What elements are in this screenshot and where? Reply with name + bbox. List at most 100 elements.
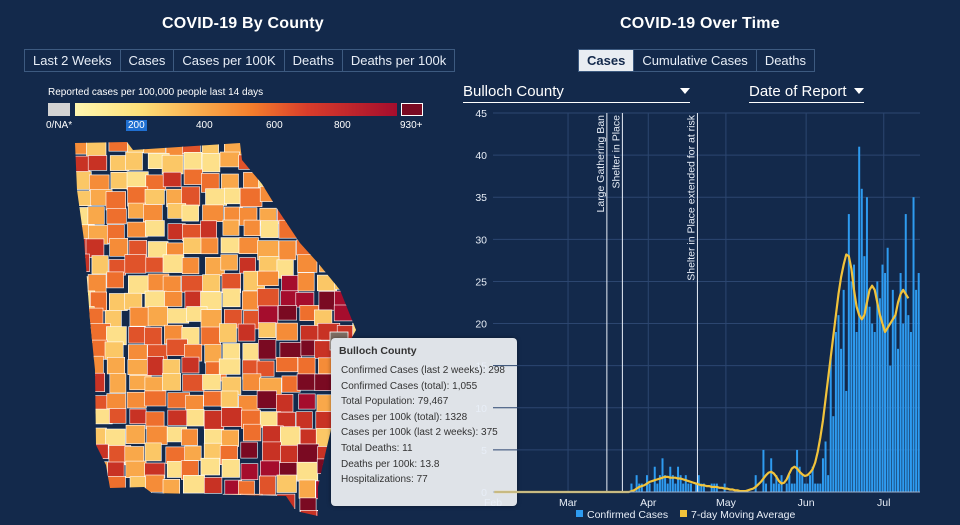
county-cell[interactable] [200, 237, 219, 255]
case-bar[interactable] [902, 323, 905, 492]
county-cell[interactable] [202, 274, 221, 292]
case-bar[interactable] [894, 315, 897, 492]
county-cell[interactable] [162, 372, 181, 391]
case-bar[interactable] [899, 273, 902, 492]
case-bar[interactable] [850, 281, 853, 492]
county-cell[interactable] [256, 360, 275, 377]
county-cell[interactable] [181, 204, 199, 222]
case-bar[interactable] [700, 483, 703, 492]
case-bar[interactable] [814, 483, 817, 492]
tab-deaths[interactable]: Deaths [283, 49, 343, 72]
county-cell[interactable] [258, 475, 276, 496]
case-bar[interactable] [853, 264, 856, 492]
tab-last-2-weeks[interactable]: Last 2 Weeks [24, 49, 121, 72]
county-cell[interactable] [298, 393, 316, 410]
case-bar[interactable] [819, 483, 822, 492]
case-bar[interactable] [816, 483, 819, 492]
county-cell[interactable] [145, 220, 165, 237]
case-bar[interactable] [765, 483, 768, 492]
county-cell[interactable] [87, 206, 105, 225]
case-bar[interactable] [798, 466, 801, 492]
county-select[interactable]: Bulloch County [463, 80, 690, 103]
county-cell[interactable] [162, 171, 182, 188]
case-bar[interactable] [847, 214, 850, 492]
case-bar[interactable] [640, 483, 643, 492]
case-bar[interactable] [881, 264, 884, 492]
county-cell[interactable] [218, 358, 241, 375]
county-cell[interactable] [299, 509, 319, 525]
case-bar[interactable] [863, 256, 866, 492]
tab-over-time-deaths[interactable]: Deaths [755, 49, 816, 72]
case-bar[interactable] [803, 483, 806, 492]
case-bar[interactable] [770, 458, 773, 492]
county-cell[interactable] [219, 323, 237, 343]
case-bar[interactable] [785, 483, 788, 492]
case-bar[interactable] [809, 475, 812, 492]
case-bar[interactable] [630, 483, 633, 492]
county-cell[interactable] [295, 411, 313, 429]
county-cell[interactable] [352, 322, 369, 343]
case-bar[interactable] [801, 475, 804, 492]
case-bar[interactable] [664, 475, 667, 492]
county-cell[interactable] [202, 374, 221, 391]
case-bar[interactable] [775, 475, 778, 492]
case-bar[interactable] [824, 441, 827, 492]
case-bar[interactable] [837, 315, 840, 492]
case-bar[interactable] [656, 483, 659, 492]
case-bar[interactable] [669, 466, 672, 492]
county-cell[interactable] [200, 457, 220, 476]
case-bar[interactable] [912, 197, 915, 492]
county-cell[interactable] [181, 257, 200, 275]
case-bar[interactable] [790, 483, 793, 492]
county-cell[interactable] [257, 270, 279, 287]
county-cell[interactable] [240, 463, 259, 481]
case-bar[interactable] [806, 483, 809, 492]
county-cell[interactable] [125, 151, 143, 171]
case-bar[interactable] [878, 298, 881, 492]
case-bar[interactable] [689, 483, 692, 492]
county-cell[interactable] [222, 288, 241, 308]
case-bar[interactable] [811, 466, 814, 492]
county-cell[interactable] [258, 322, 276, 339]
case-bar[interactable] [793, 483, 796, 492]
county-cell[interactable] [109, 238, 128, 257]
case-bar[interactable] [915, 289, 918, 492]
case-bar[interactable] [834, 331, 837, 492]
county-cell[interactable] [200, 291, 222, 310]
case-bar[interactable] [876, 281, 879, 492]
case-bar[interactable] [855, 331, 858, 492]
case-bar[interactable] [671, 475, 674, 492]
case-bar[interactable] [909, 331, 912, 492]
case-bar[interactable] [832, 416, 835, 492]
county-cell[interactable] [297, 272, 315, 292]
county-cell[interactable] [204, 477, 223, 494]
case-bar[interactable] [679, 475, 682, 492]
county-cell[interactable] [240, 441, 258, 459]
county-cell[interactable] [144, 442, 162, 462]
case-bar[interactable] [889, 365, 892, 492]
county-cell[interactable] [181, 356, 200, 374]
case-bar[interactable] [858, 146, 861, 492]
county-cell[interactable] [276, 474, 297, 493]
county-cell[interactable] [181, 428, 198, 446]
case-bar[interactable] [661, 458, 664, 492]
county-cell[interactable] [243, 423, 262, 442]
case-bar[interactable] [754, 475, 757, 492]
case-bar[interactable] [891, 289, 894, 492]
county-cell[interactable] [164, 290, 183, 307]
case-bar[interactable] [674, 483, 677, 492]
case-bar[interactable] [865, 197, 868, 492]
case-bar[interactable] [829, 357, 832, 492]
county-cell[interactable] [109, 408, 127, 424]
case-bar[interactable] [886, 247, 889, 492]
case-bar[interactable] [884, 273, 887, 492]
county-cell[interactable] [277, 305, 298, 321]
case-bar[interactable] [871, 323, 874, 492]
case-bar[interactable] [772, 483, 775, 492]
case-bar[interactable] [840, 348, 843, 492]
county-cell[interactable] [144, 390, 167, 407]
case-bar[interactable] [682, 483, 685, 492]
case-bar[interactable] [860, 188, 863, 493]
county-cell[interactable] [109, 373, 127, 394]
county-cell[interactable] [222, 219, 240, 236]
